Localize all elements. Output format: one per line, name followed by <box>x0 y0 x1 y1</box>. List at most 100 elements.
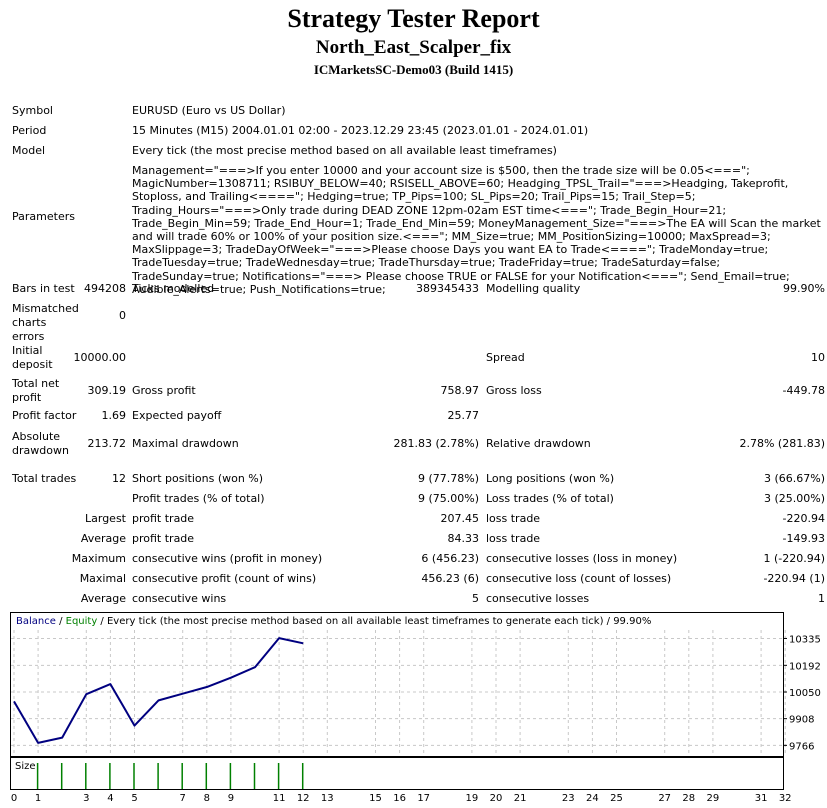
chart-grid <box>11 630 786 756</box>
model-value: Every tick (the most precise method base… <box>132 144 557 157</box>
gross-profit-value: 758.97 <box>440 384 480 397</box>
balance-line <box>13 637 304 744</box>
profit-trades-label: Profit trades (% of total) <box>132 492 265 505</box>
largest-loss-value: -220.94 <box>782 512 825 525</box>
avg-consecutive-wins-value: 5 <box>472 592 479 605</box>
x-tick-label: 20 <box>489 793 503 804</box>
x-tick-label: 7 <box>179 793 186 804</box>
ticks-value: 389345433 <box>416 282 479 295</box>
legend-separator: / <box>56 616 66 627</box>
max-consecutive-wins-value: 6 (456.23) <box>421 552 479 565</box>
y-tick-label: 10335 <box>789 634 821 645</box>
average-label: Average <box>80 532 126 545</box>
size-bars-group <box>36 763 304 789</box>
x-tick-label: 12 <box>296 793 310 804</box>
y-tick-label: 9766 <box>789 741 814 752</box>
ticks-label: Ticks modelled <box>132 282 215 295</box>
x-tick-label: 3 <box>83 793 90 804</box>
chart-frame <box>10 612 784 757</box>
profit-factor-value: 1.69 <box>101 409 127 422</box>
average-loss-value: -149.93 <box>782 532 825 545</box>
relative-drawdown-label: Relative drawdown <box>486 437 591 450</box>
x-tick-label: 24 <box>586 793 599 804</box>
net-profit-label: Total net profit <box>12 377 60 404</box>
x-tick-label: 32 <box>778 793 792 804</box>
x-tick-label: 19 <box>465 793 479 804</box>
bars-value: 494208 <box>84 282 126 295</box>
period-label: Period <box>12 124 47 137</box>
total-trades-label: Total trades <box>12 472 77 485</box>
period-value: 15 Minutes (M15) 2004.01.01 02:00 - 2023… <box>132 124 589 137</box>
x-tick-label: 17 <box>417 793 431 804</box>
long-positions-value: 3 (66.67%) <box>763 472 825 485</box>
spread-value: 10 <box>811 351 825 364</box>
average-loss-label: loss trade <box>486 532 541 545</box>
gross-loss-label: Gross loss <box>486 384 542 397</box>
y-axis: 10335 10192 10050 9908 9766 <box>783 634 821 752</box>
gross-profit-label: Gross profit <box>132 384 196 397</box>
legend-equity: Equity <box>66 616 98 627</box>
chart-legend: Balance / Equity / Every tick (the most … <box>16 616 651 627</box>
x-tick-label: 1 <box>34 793 42 804</box>
balance-chart: 10335 10192 10050 9908 9766 Balance / Equity… <box>10 612 821 757</box>
chart-series-group <box>13 637 304 744</box>
x-tick-label: 4 <box>107 793 114 804</box>
average-consecutive-label: Average <box>80 592 126 605</box>
x-tick-label: 16 <box>393 793 406 804</box>
x-tick-label: 27 <box>658 793 672 804</box>
expected-payoff-label: Expected payoff <box>132 409 222 422</box>
y-tick-label: 10050 <box>789 688 821 699</box>
largest-profit-value: 207.45 <box>440 512 480 525</box>
max-consecutive-losses-value: 1 (-220.94) <box>763 552 825 565</box>
long-positions-label: Long positions (won %) <box>486 472 615 485</box>
parameters-label: Parameters <box>12 210 75 223</box>
quality-value: 99.90% <box>783 282 825 295</box>
size-panel: Size <box>10 757 784 790</box>
x-tick-label: 28 <box>682 793 696 804</box>
size-label: Size <box>15 761 36 772</box>
avg-consecutive-losses-value: 1 <box>818 592 825 605</box>
report-title: Strategy Tester Report <box>287 4 540 33</box>
max-consecutive-wins-label: consecutive wins (profit in money) <box>132 552 323 565</box>
symbol-value: EURUSD (Euro vs US Dollar) <box>132 104 286 117</box>
size-frame <box>10 757 784 790</box>
deposit-value: 10000.00 <box>73 351 127 364</box>
profit-trades-value: 9 (75.00%) <box>417 492 479 505</box>
x-tick-label: 31 <box>754 793 768 804</box>
max-consecutive-losses-label: consecutive losses (loss in money) <box>486 552 678 565</box>
maximal-drawdown-label: Maximal drawdown <box>132 437 239 450</box>
largest-loss-label: loss trade <box>486 512 541 525</box>
model-label: Model <box>12 144 46 157</box>
x-tick-label: 0 <box>10 793 18 804</box>
maximum-label: Maximum <box>71 552 126 565</box>
legend-balance: Balance <box>16 616 56 627</box>
x-tick-label: 9 <box>227 793 235 804</box>
maximal-drawdown-value: 281.83 (2.78%) <box>393 437 479 450</box>
maximal-consecutive-profit-label: consecutive profit (count of wins) <box>132 572 317 585</box>
average-profit-label: profit trade <box>132 532 195 545</box>
symbol-label: Symbol <box>12 104 53 117</box>
y-tick-label: 9908 <box>789 715 814 726</box>
relative-drawdown-value: 2.78% (281.83) <box>739 437 825 450</box>
legend-description: / Every tick (the most precise method ba… <box>97 616 651 627</box>
average-profit-value: 84.33 <box>447 532 480 545</box>
x-tick-label: 15 <box>369 793 382 804</box>
largest-profit-label: profit trade <box>132 512 195 525</box>
deposit-label: Initial deposit <box>12 344 53 371</box>
net-profit-value: 309.19 <box>87 384 127 397</box>
avg-consecutive-wins-label: consecutive wins <box>132 592 227 605</box>
x-tick-label: 29 <box>706 793 720 804</box>
server-build: ICMarketsSC-Demo03 (Build 1415) <box>313 62 514 77</box>
x-tick-label: 23 <box>561 793 575 804</box>
x-tick-label: 25 <box>610 793 623 804</box>
maximal-label: Maximal <box>79 572 126 585</box>
short-positions-label: Short positions (won %) <box>132 472 264 485</box>
parameters-value: Management="===>If you enter 10000 and y… <box>132 164 821 296</box>
x-tick-label: 5 <box>131 793 138 804</box>
gross-loss-value: -449.78 <box>782 384 825 397</box>
maximal-consecutive-loss-value: -220.94 (1) <box>763 572 825 585</box>
y-tick-label: 10192 <box>789 661 821 672</box>
loss-trades-value: 3 (25.00%) <box>763 492 825 505</box>
loss-trades-label: Loss trades (% of total) <box>486 492 614 505</box>
ea-name: North_East_Scalper_fix <box>315 37 512 58</box>
